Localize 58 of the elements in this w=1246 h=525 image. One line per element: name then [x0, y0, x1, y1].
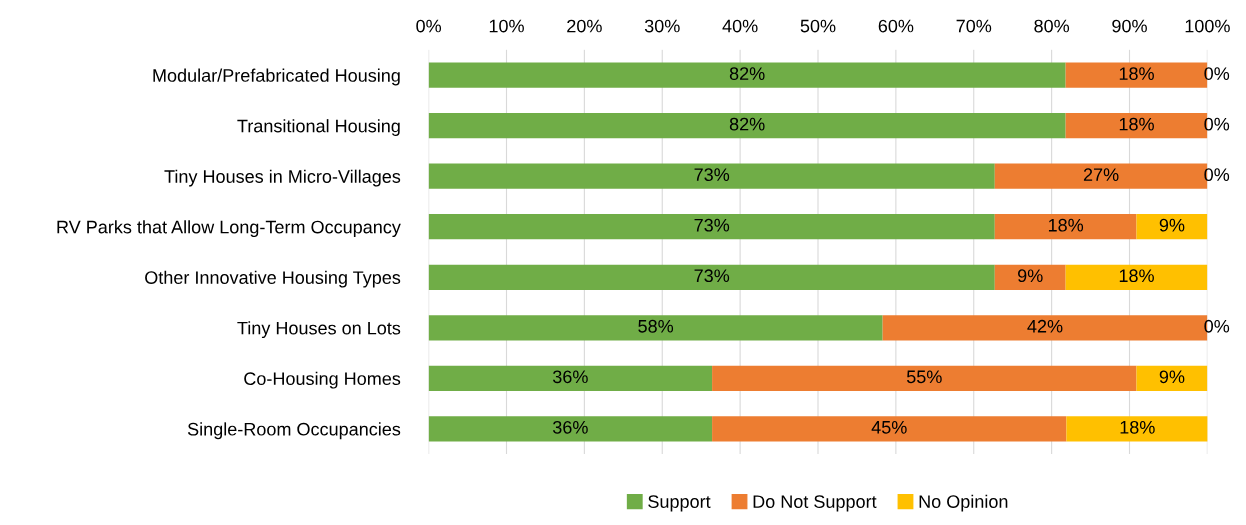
x-tick-label: 90%	[1112, 19, 1147, 33]
legend-label: No Opinion	[919, 494, 1008, 512]
bar	[428, 315, 883, 341]
data-label: 9%	[1159, 218, 1185, 232]
y-tick-label: Single-Room Occupancies	[187, 422, 401, 440]
data-label: 18%	[1048, 218, 1084, 232]
bar	[428, 163, 995, 189]
x-tick-label: 20%	[567, 19, 602, 33]
x-tick-label: 80%	[1034, 19, 1070, 33]
bar	[428, 416, 713, 442]
bar	[1065, 264, 1208, 290]
x-tick-label: 0%	[416, 19, 442, 33]
y-tick-label: Modular/Prefabricated Housing	[153, 68, 400, 86]
x-tick-label: 30%	[644, 19, 680, 33]
data-label: 42%	[1027, 319, 1063, 333]
bar	[712, 365, 1137, 391]
data-label: 27%	[1083, 168, 1119, 181]
x-tick-label: 40%	[722, 19, 758, 33]
data-label: 73%	[694, 168, 730, 182]
data-label: 55%	[906, 370, 942, 384]
bar	[428, 365, 713, 391]
bar	[1136, 214, 1208, 240]
data-label: 9%	[1159, 370, 1185, 384]
x-tick-label: 50%	[800, 19, 836, 33]
data-label: 18%	[1119, 117, 1154, 131]
data-label: 45%	[871, 421, 907, 434]
data-label: 36%	[552, 420, 588, 434]
data-label: 18%	[1119, 67, 1154, 80]
legend-label: Do Not Support	[753, 495, 877, 512]
y-tick-label: Transitional Housing	[237, 119, 400, 136]
bar	[428, 113, 1066, 139]
bar	[428, 214, 995, 240]
x-tick-label: 10%	[489, 19, 524, 33]
bar	[994, 214, 1137, 240]
data-label: 73%	[694, 218, 730, 232]
x-tick-label: 60%	[878, 19, 914, 33]
legend-label: Support	[648, 495, 711, 512]
data-label: 82%	[729, 67, 765, 80]
bar	[428, 62, 1066, 88]
data-label: 58%	[638, 319, 674, 333]
bar	[1066, 416, 1208, 442]
bar	[994, 264, 1066, 290]
data-label: 9%	[1018, 269, 1043, 283]
y-tick-label: Tiny Houses in Micro-Villages	[164, 169, 401, 187]
bar	[712, 416, 1067, 442]
bar	[1136, 365, 1208, 391]
x-tick-label: 100%	[1185, 19, 1230, 33]
y-tick-label: Other Innovative Housing Types	[145, 270, 401, 288]
y-tick-label: RV Parks that Allow Long-Term Occupancy	[57, 220, 401, 238]
data-label: 82%	[729, 117, 765, 131]
y-tick-label: Co-Housing Homes	[244, 371, 401, 389]
y-tick-label: Tiny Houses on Lots	[237, 321, 401, 339]
data-label: 18%	[1120, 420, 1155, 434]
x-tick-label: 70%	[956, 19, 992, 33]
bar	[428, 264, 995, 290]
data-label: 36%	[552, 370, 588, 384]
data-label: 73%	[694, 269, 730, 283]
data-label: 18%	[1119, 269, 1154, 283]
